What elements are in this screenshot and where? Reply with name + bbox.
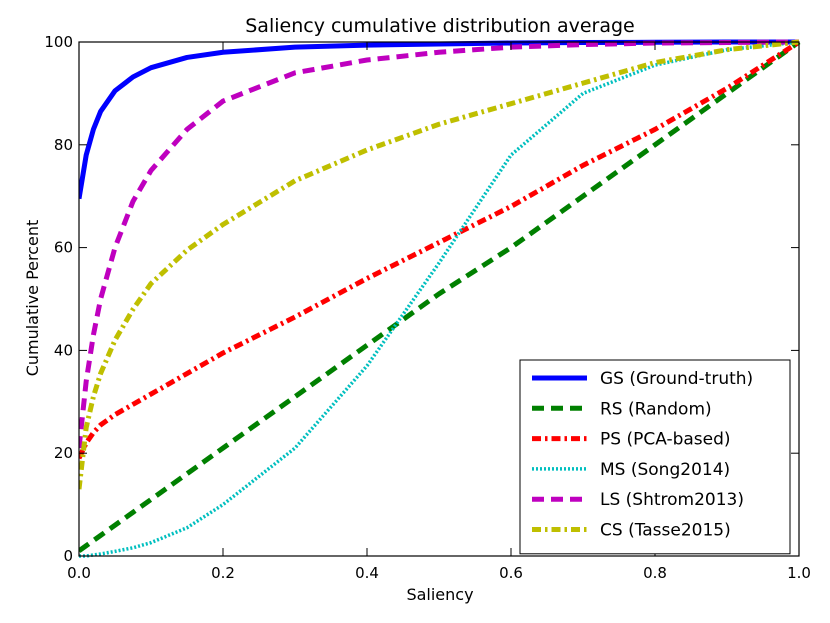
y-tick-label: 60: [54, 239, 73, 257]
x-tick-label: 0.6: [499, 564, 523, 582]
x-tick-label: 0.8: [643, 564, 667, 582]
legend-label: MS (Song2014): [600, 460, 730, 480]
legend-label: LS (Shtrom2013): [600, 490, 744, 510]
plot-area-frame: [78, 41, 800, 557]
y-tick-label: 80: [54, 136, 73, 154]
y-axis-label: Cumulative Percent: [23, 220, 42, 377]
y-tick-label: 40: [54, 341, 73, 359]
legend: GS (Ground-truth) RS (Random) PS (PCA-base…: [519, 359, 791, 555]
legend-label: CS (Tasse2015): [600, 521, 731, 541]
series-line-ls-shtrom2013: [79, 39, 800, 449]
legend-label: PS (PCA-based): [600, 430, 731, 450]
axes-frame: [78, 41, 800, 557]
x-tick-label: 0.0: [67, 564, 91, 582]
y-tick-label: 20: [54, 444, 73, 462]
series-line-rs-random: [79, 39, 801, 553]
chart-title: Saliency cumulative distribution average: [245, 15, 634, 37]
legend-label: GS (Ground-truth): [600, 369, 753, 389]
x-tick-label: 1.0: [787, 564, 811, 582]
x-tick-label: 0.2: [211, 564, 235, 582]
x-axis-label: Saliency: [406, 585, 473, 604]
series-line-ps-pca-based: [79, 39, 801, 460]
legend-label: RS (Random): [600, 399, 712, 419]
legend-box: [519, 359, 791, 555]
y-tick-label: 100: [44, 33, 73, 51]
ticks: 0.0 0.2 0.4 0.6 0.8 1.0 0 20 40 60 80 100: [44, 33, 811, 582]
series-line-cs-tasse2015: [79, 39, 800, 490]
x-tick-label: 0.4: [355, 564, 379, 582]
y-tick-label: 0: [63, 547, 73, 565]
